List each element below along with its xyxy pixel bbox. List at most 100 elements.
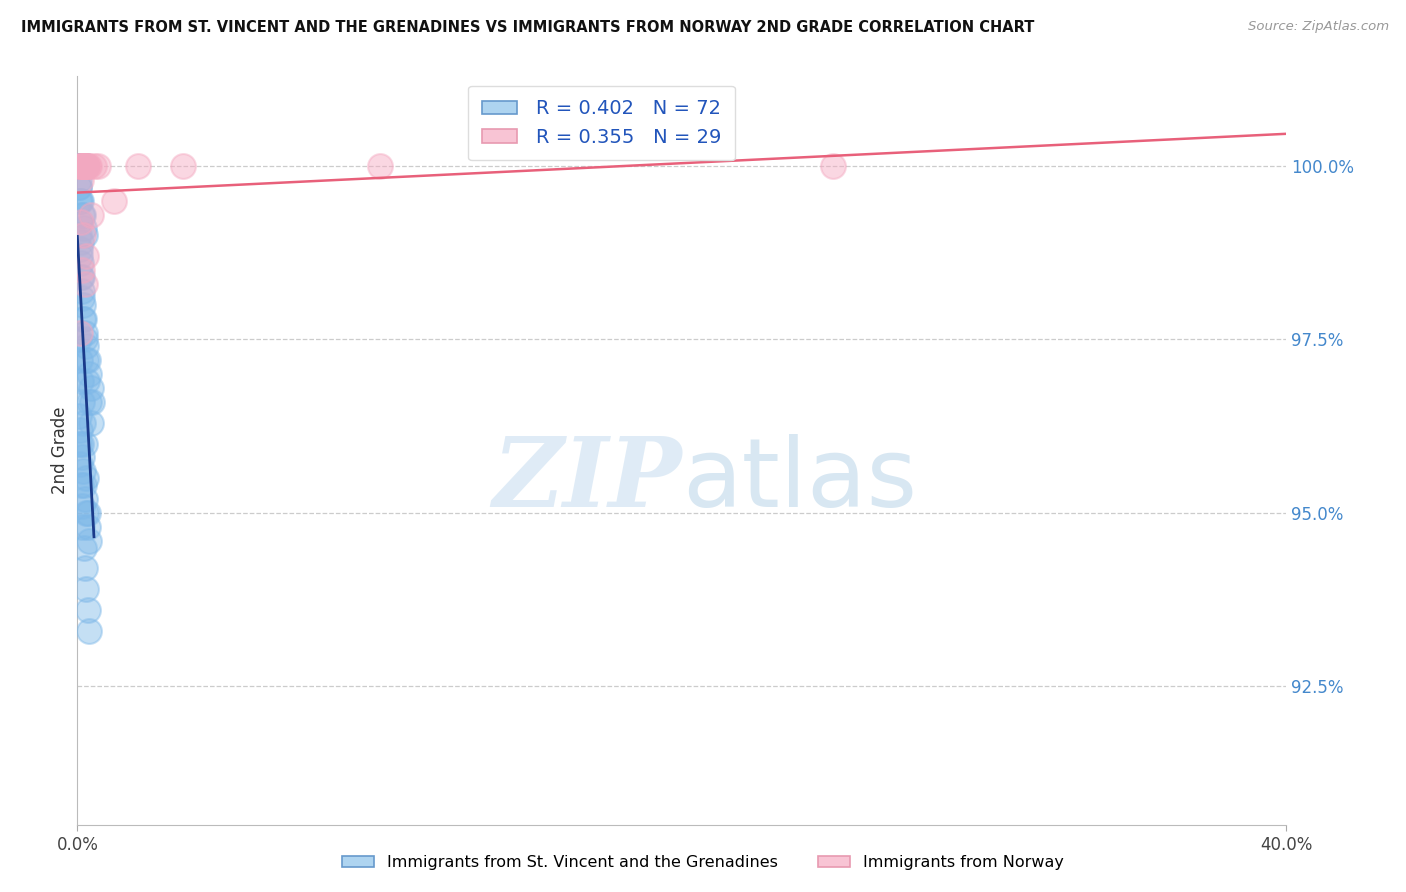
Point — [69, 159, 91, 173]
Point — [77, 159, 100, 173]
Point — [77, 624, 100, 638]
Point — [73, 541, 96, 555]
Point — [75, 491, 97, 506]
Point — [73, 159, 96, 173]
Point — [73, 221, 96, 235]
Point — [70, 173, 93, 187]
Point — [87, 159, 110, 173]
Point — [75, 353, 97, 368]
Point — [72, 298, 94, 312]
Point — [70, 159, 93, 173]
Point — [67, 173, 90, 187]
Point — [67, 333, 90, 347]
Point — [76, 603, 98, 617]
Point — [73, 159, 96, 173]
Point — [172, 159, 194, 173]
Point — [67, 436, 90, 450]
Point — [72, 159, 94, 173]
Point — [368, 159, 391, 173]
Point — [70, 270, 93, 285]
Point — [69, 194, 91, 208]
Point — [70, 159, 93, 173]
Point — [72, 159, 94, 173]
Point — [69, 228, 91, 243]
Point — [69, 326, 91, 340]
Point — [73, 159, 96, 173]
Point — [69, 423, 91, 437]
Point — [72, 311, 94, 326]
Point — [69, 159, 91, 173]
Point — [75, 471, 97, 485]
Point — [75, 249, 97, 263]
Text: Source: ZipAtlas.com: Source: ZipAtlas.com — [1249, 20, 1389, 33]
Point — [72, 284, 94, 298]
Text: atlas: atlas — [682, 434, 917, 527]
Point — [69, 478, 91, 492]
Point — [70, 270, 93, 285]
Point — [69, 179, 91, 194]
Point — [82, 395, 104, 409]
Point — [75, 506, 97, 520]
Point — [67, 159, 90, 173]
Point — [67, 179, 90, 194]
Point — [77, 353, 100, 368]
Point — [67, 409, 90, 423]
Point — [73, 311, 96, 326]
Legend: Immigrants from St. Vincent and the Grenadines, Immigrants from Norway: Immigrants from St. Vincent and the Gren… — [336, 849, 1070, 877]
Point — [70, 395, 93, 409]
Point — [73, 436, 96, 450]
Point — [70, 374, 93, 388]
Point — [72, 159, 94, 173]
Point — [72, 228, 94, 243]
Point — [83, 159, 105, 173]
Point — [73, 277, 96, 291]
Point — [69, 242, 91, 256]
Point — [69, 214, 91, 228]
Point — [75, 326, 97, 340]
Point — [77, 520, 100, 534]
Point — [79, 416, 101, 430]
Point — [73, 478, 96, 492]
Y-axis label: 2nd Grade: 2nd Grade — [51, 407, 69, 494]
Point — [77, 506, 100, 520]
Point — [70, 436, 93, 450]
Point — [77, 395, 100, 409]
Point — [70, 159, 93, 173]
Point — [76, 374, 98, 388]
Point — [69, 353, 91, 368]
Point — [80, 381, 103, 395]
Point — [72, 520, 94, 534]
Point — [70, 159, 93, 173]
Point — [69, 194, 91, 208]
Point — [70, 450, 93, 465]
Point — [70, 235, 93, 250]
Point — [75, 159, 97, 173]
Point — [75, 339, 97, 353]
Text: ZIP: ZIP — [492, 434, 682, 527]
Point — [103, 194, 125, 208]
Point — [70, 159, 93, 173]
Point — [70, 263, 93, 277]
Point — [73, 333, 96, 347]
Point — [69, 159, 91, 173]
Point — [75, 582, 97, 597]
Point — [79, 533, 101, 548]
Point — [79, 159, 101, 173]
Point — [69, 256, 91, 270]
Point — [72, 208, 94, 222]
Point — [75, 159, 97, 173]
Point — [75, 159, 97, 173]
Point — [70, 208, 93, 222]
Point — [70, 291, 93, 305]
Point — [127, 159, 149, 173]
Point — [70, 194, 93, 208]
Point — [73, 561, 96, 575]
Point — [70, 214, 93, 228]
Point — [69, 159, 91, 173]
Text: IMMIGRANTS FROM ST. VINCENT AND THE GRENADINES VS IMMIGRANTS FROM NORWAY 2ND GRA: IMMIGRANTS FROM ST. VINCENT AND THE GREN… — [21, 20, 1035, 35]
Point — [79, 367, 101, 381]
Point — [75, 159, 97, 173]
Point — [69, 458, 91, 472]
Point — [73, 159, 96, 173]
Point — [80, 208, 103, 222]
